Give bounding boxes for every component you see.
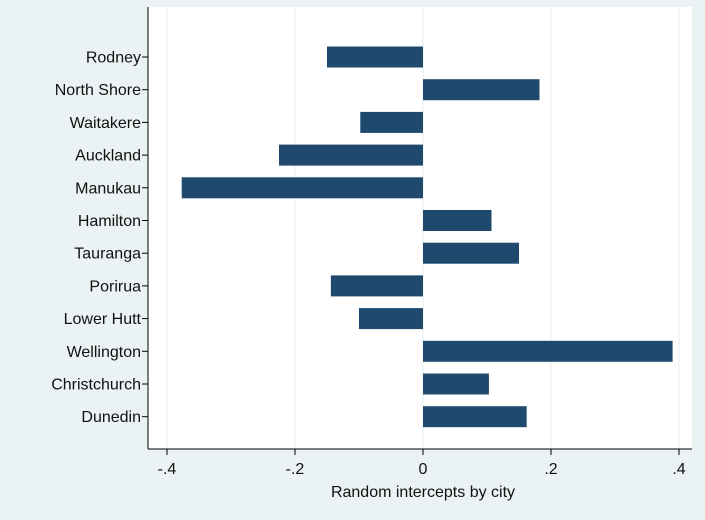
x-tick-label: .2 (544, 461, 557, 478)
x-axis-title: Random intercepts by city (331, 484, 515, 501)
x-axis-ticks: -.4 -.2 0 .2 .4 (158, 449, 686, 478)
category-label: Manukau (75, 180, 141, 197)
category-label: Rodney (86, 50, 141, 67)
bar (360, 111, 423, 133)
x-tick-label: -.2 (286, 461, 305, 478)
bar (279, 144, 423, 166)
category-label: Lower Hutt (64, 311, 142, 328)
bar (423, 210, 492, 231)
bars (181, 46, 673, 428)
category-label: Auckland (75, 148, 141, 165)
plot-area (148, 7, 692, 449)
bar (423, 406, 527, 428)
bar (423, 242, 519, 264)
bar (327, 46, 423, 68)
x-tick-label: 0 (419, 461, 428, 478)
category-labels: Rodney North Shore Waitakere Auckland Manuka… (51, 50, 148, 426)
bar (330, 275, 423, 297)
bar (359, 308, 423, 330)
x-tick-label: .4 (672, 461, 685, 478)
bar (181, 177, 423, 199)
category-label: Porirua (89, 278, 141, 295)
bar (423, 340, 673, 362)
x-tick-label: -.4 (158, 461, 177, 478)
category-label: Dunedin (81, 409, 141, 426)
category-label: Wellington (67, 344, 141, 361)
category-label: Christchurch (51, 377, 141, 394)
category-label: Waitakere (70, 115, 142, 132)
category-label: Tauranga (74, 246, 141, 263)
category-label: Hamilton (78, 213, 141, 230)
bar (423, 79, 540, 101)
category-label: North Shore (55, 82, 141, 99)
bar (423, 373, 489, 395)
